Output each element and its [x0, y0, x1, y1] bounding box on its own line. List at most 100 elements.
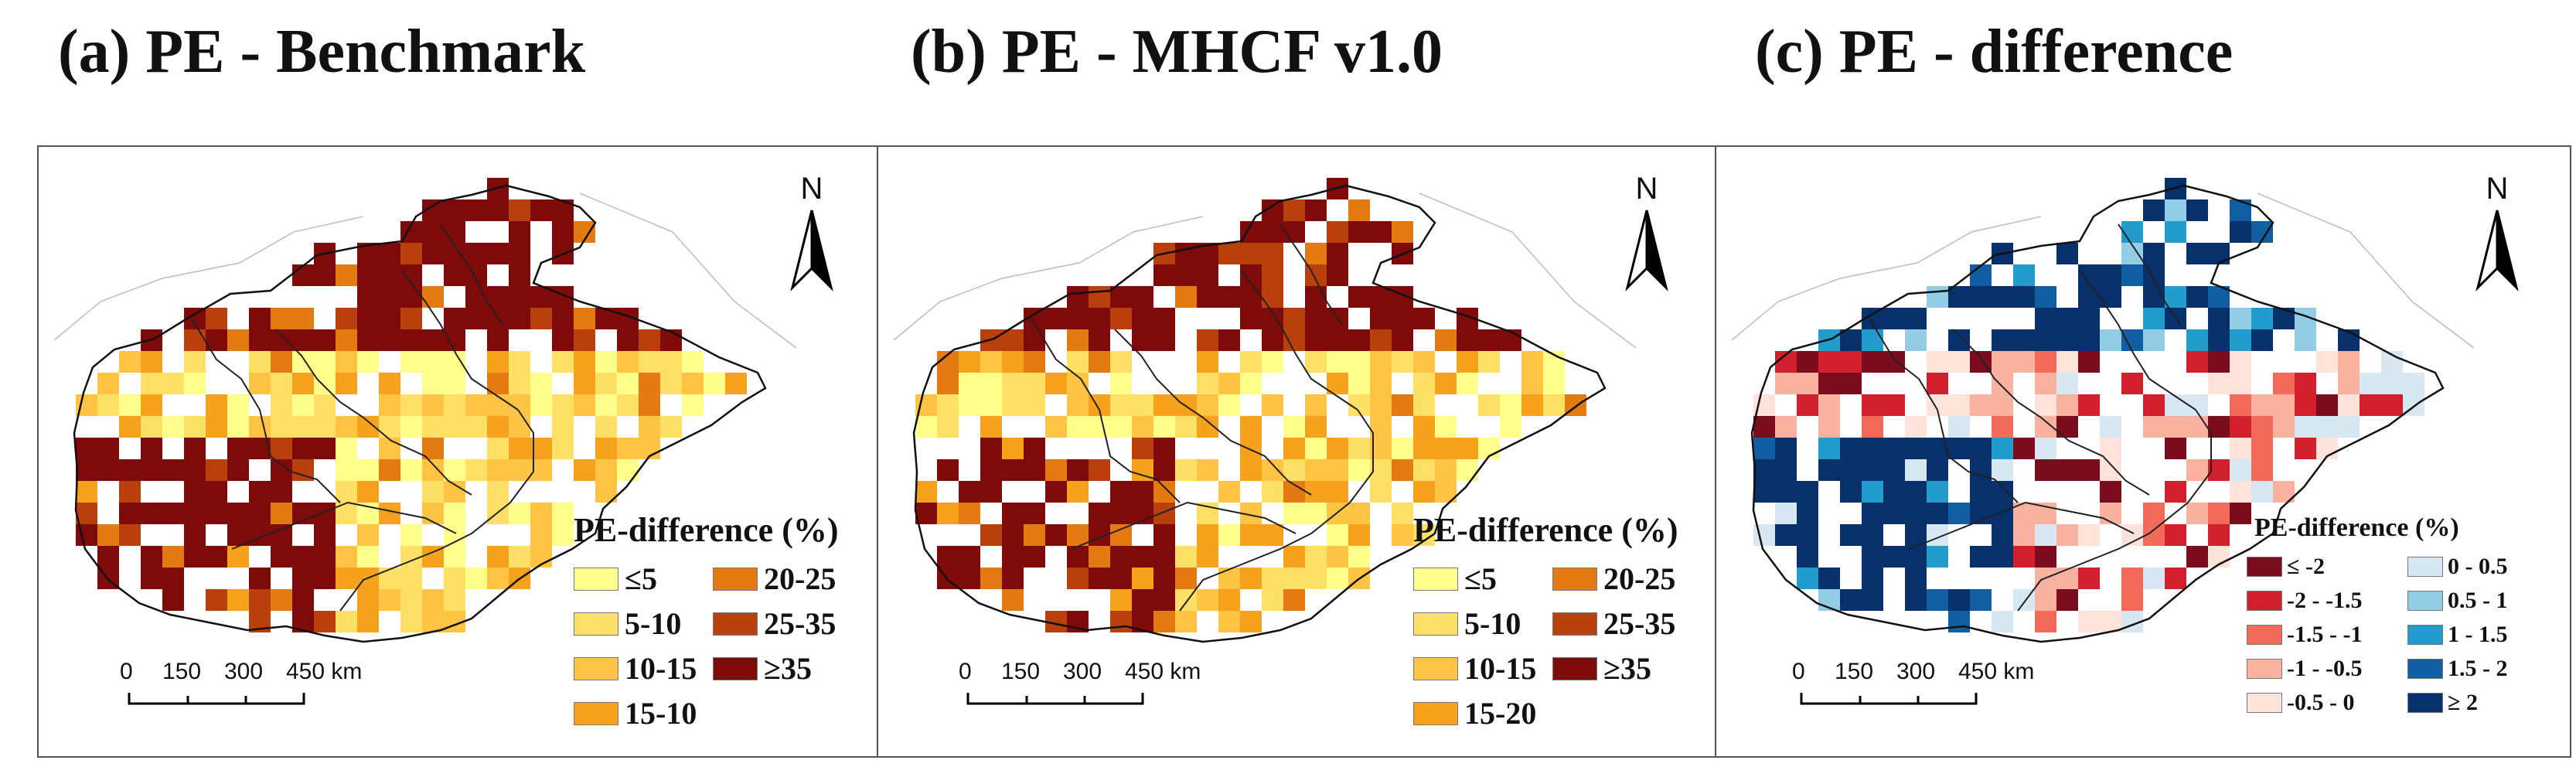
legend-swatch: [2407, 693, 2443, 713]
grid-cell: [249, 329, 271, 351]
sub-region-boundary: [2079, 270, 2196, 411]
grid-cell: [1283, 199, 1305, 221]
grid-cell: [422, 373, 444, 394]
grid-cell: [141, 546, 162, 568]
grid-cell: [2295, 394, 2316, 416]
grid-cell: [1905, 524, 1927, 546]
legend-swatch: [1552, 567, 1597, 591]
grid-cell: [682, 373, 704, 394]
grid-cell: [1970, 546, 1992, 568]
grid-cell: [1110, 481, 1132, 503]
grid-cell: [1197, 264, 1218, 286]
sub-region-boundary: [339, 409, 534, 612]
legend-label: 10-15: [625, 651, 697, 686]
grid-cell: [184, 351, 206, 373]
grid-cell: [1067, 308, 1089, 329]
grid-cell: [422, 286, 444, 308]
grid-cell: [1218, 243, 1240, 264]
grid-cell: [444, 416, 465, 438]
grid-cell: [980, 481, 1002, 503]
grid-cell: [249, 373, 271, 394]
grid-cell: [357, 459, 379, 481]
grid-cell: [249, 503, 271, 524]
grid-cell: [1862, 459, 1883, 481]
grid-cell: [487, 351, 509, 373]
grid-cell: [2056, 373, 2078, 394]
grid-cell: [1089, 568, 1110, 589]
grid-cell: [2078, 524, 2100, 546]
grid-cell: [1045, 373, 1067, 394]
grid-cell: [465, 264, 487, 286]
grid-cell: [2143, 286, 2165, 308]
grid-cell: [206, 459, 227, 481]
grid-cell: [444, 373, 465, 394]
grid-cell: [2143, 394, 2165, 416]
grid-cell: [206, 308, 227, 329]
grid-cell: [2230, 308, 2251, 329]
grid-cell: [336, 611, 357, 632]
grid-cell: [1862, 394, 1883, 416]
grid-cell: [271, 503, 292, 524]
grid-cell: [2056, 568, 2078, 589]
grid-cell: [1500, 394, 1521, 416]
grid-cell: [357, 286, 379, 308]
legend-label: 1 - 1.5: [2448, 622, 2508, 647]
grid-cell: [1218, 394, 1240, 416]
grid-cell: [400, 308, 422, 329]
grid-cell: [1348, 351, 1370, 373]
grid-cell: [2316, 394, 2338, 416]
grid-cell: [227, 524, 249, 546]
grid-cell: [1883, 546, 1905, 568]
grid-cell: [271, 394, 292, 416]
scale-bar-a: 0 150 300 450 km: [120, 659, 362, 713]
grid-cell: [509, 199, 530, 221]
grid-cell: [357, 524, 379, 546]
grid-cell: [937, 394, 959, 416]
grid-cell: [2208, 503, 2230, 524]
grid-cell: [1840, 481, 1862, 503]
grid-cell: [379, 329, 400, 351]
grid-cell: [162, 546, 184, 568]
grid-cell: [937, 503, 959, 524]
grid-cell: [1153, 524, 1175, 546]
grid-cell: [379, 373, 400, 394]
grid-cell: [1818, 351, 1840, 373]
grid-cell: [1862, 568, 1883, 589]
grid-cell: [1948, 351, 1970, 373]
grid-cell: [1348, 221, 1370, 243]
grid-cell: [2165, 481, 2186, 503]
grid-cell: [379, 589, 400, 611]
panel-title-b: (b) PE - MHCF v1.0: [911, 18, 1443, 86]
grid-cell: [530, 524, 552, 546]
grid-cell: [249, 481, 271, 503]
grid-cell: [1153, 394, 1175, 416]
grid-cell: [487, 438, 509, 459]
grid-cell: [660, 329, 682, 351]
grid-cell: [379, 286, 400, 308]
grid-cell: [1370, 221, 1392, 243]
grid-cell: [1132, 589, 1153, 611]
grid-cell: [1305, 199, 1327, 221]
grid-cell: [422, 329, 444, 351]
grid-cell: [1132, 481, 1153, 503]
grid-cell: [552, 199, 574, 221]
grid-cell: [162, 589, 184, 611]
grid-cell: [1240, 524, 1262, 546]
grid-cell: [509, 351, 530, 373]
legend-item: ≥35: [1552, 650, 1651, 687]
grid-cell: [1175, 546, 1197, 568]
north-label: N: [1635, 172, 1658, 206]
grid-cell: [1818, 459, 1840, 481]
grid-cell: [1067, 416, 1089, 438]
grid-cell: [1392, 459, 1413, 481]
grid-cell: [2121, 373, 2143, 394]
grid-cell: [915, 481, 937, 503]
grid-cell: [1521, 373, 1543, 394]
grid-cell: [980, 459, 1002, 481]
grid-cell: [1970, 481, 1992, 503]
grid-cell: [1089, 351, 1110, 373]
grid-cell: [227, 546, 249, 568]
grid-cell: [2186, 199, 2208, 221]
grid-cell: [2143, 264, 2165, 286]
grid-cell: [400, 459, 422, 481]
